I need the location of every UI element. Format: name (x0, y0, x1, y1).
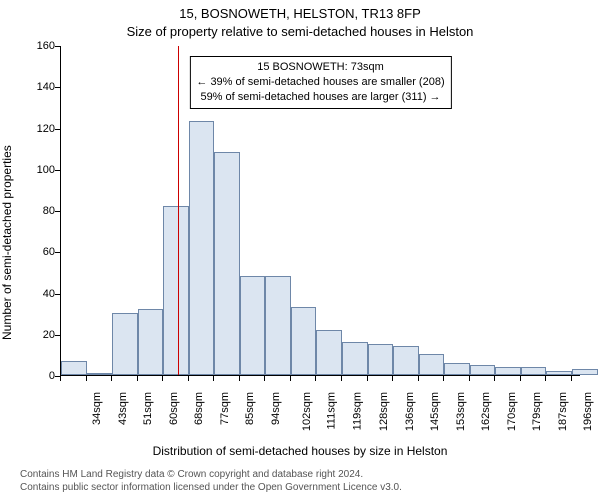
histogram-bar (265, 276, 291, 375)
x-tick-label: 77sqm (219, 392, 231, 425)
annotation-line1: 15 BOSNOWETH: 73sqm (196, 60, 444, 75)
x-tick-mark (341, 376, 342, 381)
y-tick-label: 140 (5, 81, 55, 93)
histogram-bar (521, 367, 547, 375)
annotation-line3: 59% of semi-detached houses are larger (… (196, 90, 444, 105)
x-tick-label: 187sqm (557, 392, 569, 431)
x-axis-label: Distribution of semi-detached houses by … (0, 444, 600, 458)
x-tick-mark (60, 376, 61, 381)
annotation-line2: ← 39% of semi-detached houses are smalle… (196, 75, 444, 90)
histogram-bar (342, 342, 368, 375)
histogram-bar (444, 363, 470, 375)
histogram-bar (419, 354, 445, 375)
x-tick-mark (111, 376, 112, 381)
histogram-bar (240, 276, 266, 375)
histogram-bar (189, 121, 215, 375)
histogram-bar (368, 344, 394, 375)
reference-line (178, 46, 179, 375)
histogram-bar (112, 313, 138, 375)
x-tick-mark (137, 376, 138, 381)
histogram-bar (495, 367, 521, 375)
plot-area: 15 BOSNOWETH: 73sqm ← 39% of semi-detach… (60, 46, 580, 376)
y-tick-label: 0 (5, 370, 55, 382)
y-tick-label: 40 (5, 288, 55, 300)
histogram-bar (138, 309, 164, 375)
y-tick-label: 60 (5, 246, 55, 258)
x-tick-mark (264, 376, 265, 381)
x-tick-label: 85sqm (244, 392, 256, 425)
footer-line1: Contains HM Land Registry data © Crown c… (20, 468, 402, 481)
x-tick-mark (469, 376, 470, 381)
x-tick-label: 102sqm (302, 392, 314, 431)
histogram-bar (87, 373, 113, 375)
x-tick-label: 43sqm (117, 392, 129, 425)
x-tick-label: 68sqm (193, 392, 205, 425)
histogram-bar (316, 330, 342, 375)
histogram-bar (163, 206, 189, 375)
y-tick-label: 20 (5, 329, 55, 341)
x-tick-label: 60sqm (168, 392, 180, 425)
x-tick-mark (571, 376, 572, 381)
x-tick-mark (162, 376, 163, 381)
y-tick-label: 160 (5, 40, 55, 52)
histogram-bar (61, 361, 87, 375)
x-tick-label: 179sqm (531, 392, 543, 431)
x-tick-label: 128sqm (378, 392, 390, 431)
chart-super-title: 15, BOSNOWETH, HELSTON, TR13 8FP (0, 6, 600, 21)
x-tick-label: 111sqm (325, 392, 337, 430)
histogram-bar (546, 371, 572, 375)
x-tick-mark (443, 376, 444, 381)
annotation-box: 15 BOSNOWETH: 73sqm ← 39% of semi-detach… (189, 56, 451, 109)
chart-title: Size of property relative to semi-detach… (0, 24, 600, 39)
x-tick-label: 162sqm (480, 392, 492, 431)
x-tick-label: 136sqm (404, 392, 416, 431)
x-tick-label: 145sqm (429, 392, 441, 431)
x-tick-mark (86, 376, 87, 381)
histogram-bar (214, 152, 240, 375)
x-tick-mark (213, 376, 214, 381)
y-tick-label: 120 (5, 123, 55, 135)
x-tick-label: 34sqm (91, 392, 103, 425)
y-tick-label: 80 (5, 205, 55, 217)
x-tick-mark (315, 376, 316, 381)
histogram-bar (291, 307, 317, 375)
x-tick-label: 196sqm (583, 392, 595, 431)
x-tick-mark (290, 376, 291, 381)
x-tick-mark (545, 376, 546, 381)
x-tick-label: 51sqm (142, 392, 154, 425)
x-tick-mark (367, 376, 368, 381)
histogram-bar (393, 346, 419, 375)
x-tick-label: 94sqm (270, 392, 282, 425)
x-tick-label: 119sqm (352, 392, 364, 430)
x-tick-mark (188, 376, 189, 381)
x-tick-mark (239, 376, 240, 381)
x-tick-mark (520, 376, 521, 381)
x-tick-mark (392, 376, 393, 381)
histogram-bar (470, 365, 496, 375)
histogram-bar (572, 369, 598, 375)
chart-container: 15, BOSNOWETH, HELSTON, TR13 8FP Size of… (0, 0, 600, 500)
x-tick-mark (418, 376, 419, 381)
footer-attribution: Contains HM Land Registry data © Crown c… (20, 468, 402, 494)
x-tick-label: 170sqm (506, 392, 518, 431)
x-tick-mark (494, 376, 495, 381)
x-tick-label: 153sqm (455, 392, 467, 431)
y-tick-label: 100 (5, 164, 55, 176)
footer-line2: Contains public sector information licen… (20, 481, 402, 494)
